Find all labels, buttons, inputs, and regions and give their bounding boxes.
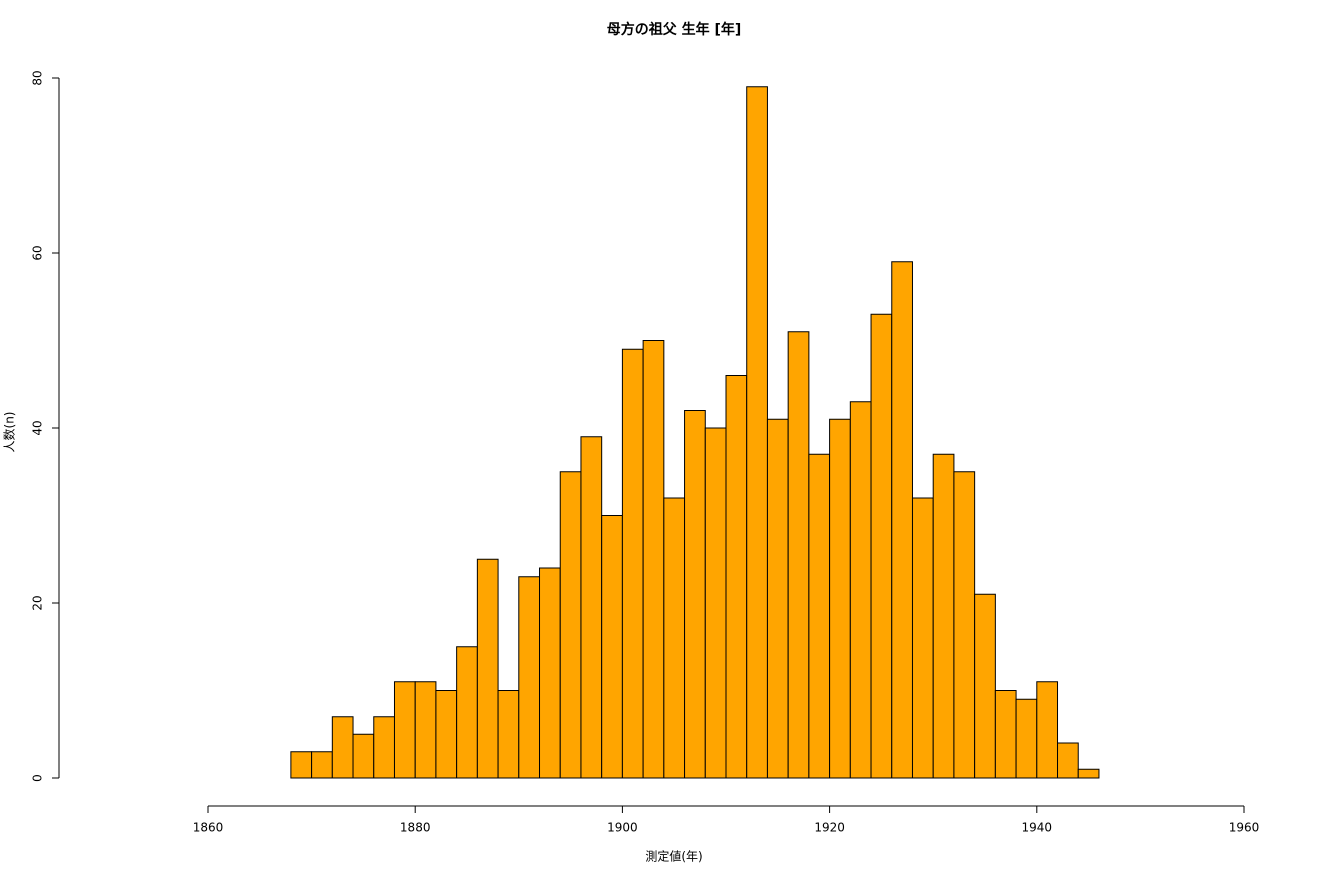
bar	[891, 261, 913, 779]
bar	[766, 418, 789, 779]
bar	[1077, 768, 1100, 779]
bar	[621, 348, 644, 779]
bar	[787, 331, 810, 779]
bar	[414, 681, 437, 779]
bar	[1015, 698, 1038, 779]
bar	[932, 453, 955, 779]
x-tick-label: 1920	[814, 821, 845, 835]
bar	[808, 453, 831, 779]
bar	[352, 733, 375, 779]
chart-title: 母方の祖父 生年 [年]	[607, 21, 742, 38]
bar	[331, 716, 354, 779]
bar	[559, 471, 582, 779]
bar	[704, 427, 727, 779]
bar	[870, 313, 893, 779]
bar	[497, 690, 520, 779]
bar	[539, 567, 561, 779]
bar	[435, 690, 458, 779]
y-tick-label: 0	[31, 774, 45, 782]
y-tick-label: 80	[31, 70, 45, 85]
bar	[829, 418, 851, 779]
bar	[684, 410, 706, 779]
bar	[974, 593, 996, 779]
bar	[1057, 742, 1079, 779]
bar	[746, 86, 768, 779]
bar	[456, 646, 478, 779]
bar	[642, 340, 665, 779]
bar	[311, 751, 333, 779]
y-tick-label: 40	[31, 420, 45, 435]
bar	[1036, 681, 1059, 779]
y-axis-label: 人数(n)	[2, 412, 17, 453]
y-tick-label: 20	[31, 595, 45, 610]
x-tick-label: 1880	[400, 821, 431, 835]
bar	[911, 497, 934, 779]
bar	[518, 576, 541, 779]
x-axis-label: 測定値(年)	[645, 849, 702, 864]
bar	[476, 558, 499, 779]
y-tick-label: 60	[31, 245, 45, 260]
x-tick-label: 1860	[193, 821, 224, 835]
bar	[994, 690, 1017, 779]
bar	[601, 515, 623, 779]
bar	[393, 681, 416, 779]
bar	[849, 401, 872, 779]
x-tick-label: 1960	[1229, 821, 1260, 835]
bar	[373, 716, 395, 779]
bar	[580, 436, 603, 779]
bar	[953, 471, 976, 779]
bar	[663, 497, 686, 779]
bar	[725, 375, 748, 779]
x-tick-label: 1940	[1022, 821, 1053, 835]
bar	[290, 751, 313, 779]
x-tick-label: 1900	[607, 821, 638, 835]
